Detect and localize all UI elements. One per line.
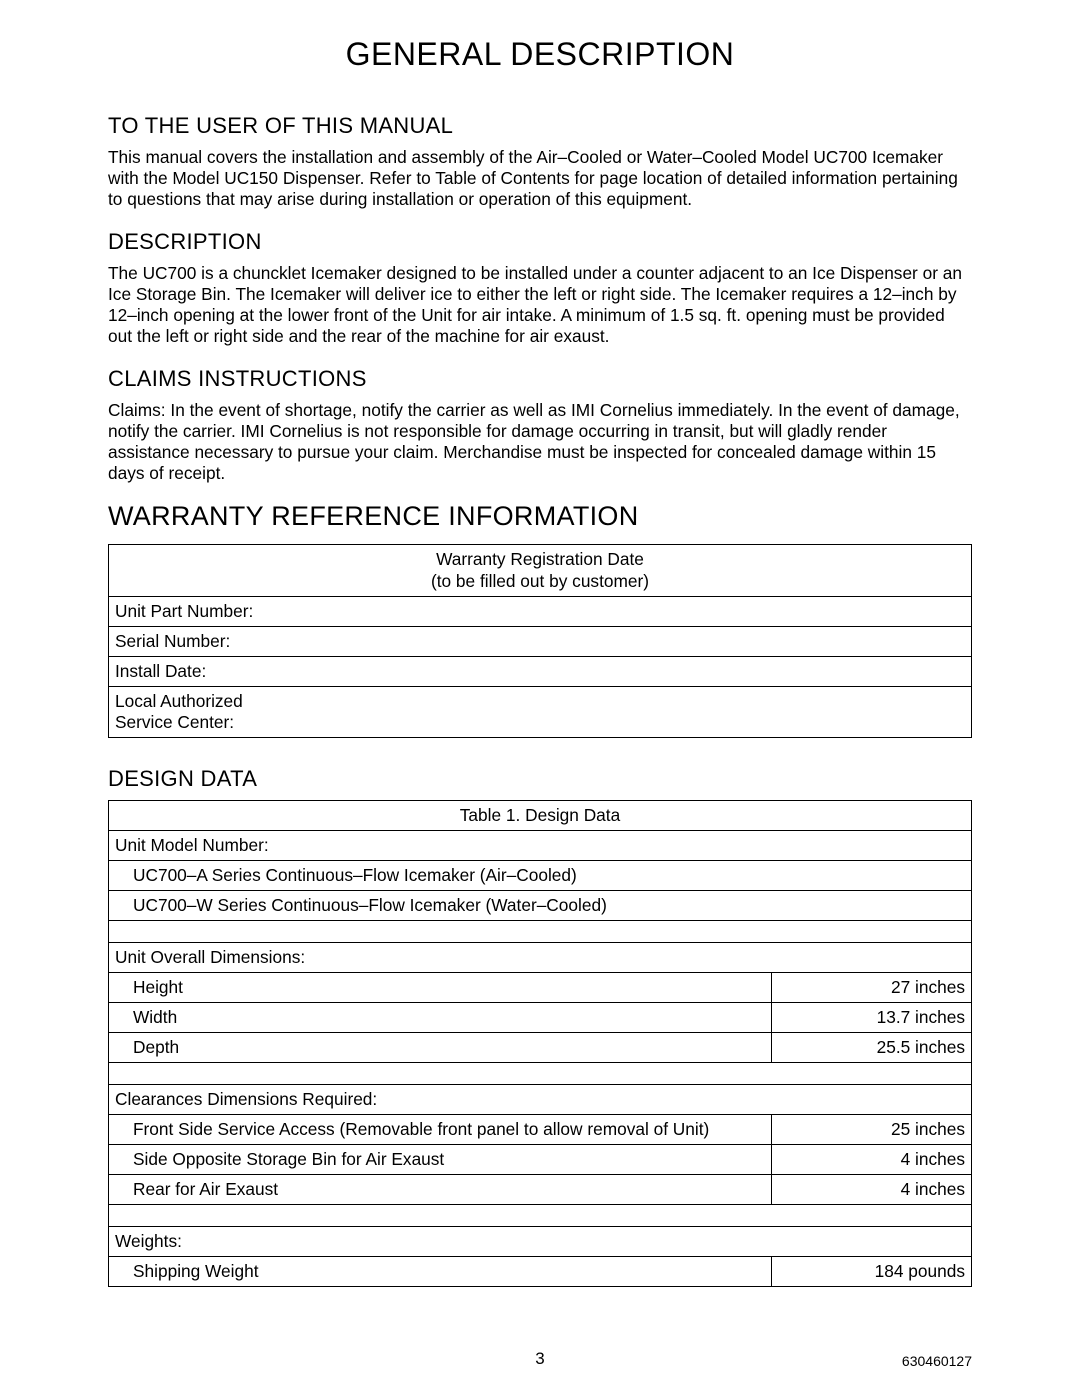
table-row: UC700–A Series Continuous–Flow Icemaker … — [109, 861, 972, 891]
warranty-row-label[interactable]: Install Date: — [109, 657, 972, 687]
table-row: UC700–W Series Continuous–Flow Icemaker … — [109, 891, 972, 921]
table-row: Install Date: — [109, 657, 972, 687]
design-row-text: Height — [109, 973, 772, 1003]
design-group-label: Clearances Dimensions Required: — [109, 1085, 972, 1115]
design-row-text: Width — [109, 1003, 772, 1033]
blank-cell — [109, 1205, 972, 1227]
warranty-row-label[interactable]: Serial Number: — [109, 627, 972, 657]
page-title: GENERAL DESCRIPTION — [108, 36, 972, 73]
blank-row — [109, 1205, 972, 1227]
warranty-header-line2: (to be filled out by customer) — [431, 571, 649, 591]
group-label-cell: Weights: — [109, 1227, 972, 1257]
design-group-label: Weights: — [109, 1227, 972, 1257]
design-row-value: 184 pounds — [772, 1257, 972, 1287]
to-user-body: This manual covers the installation and … — [108, 147, 972, 209]
table-row: Side Opposite Storage Bin for Air Exaust… — [109, 1145, 972, 1175]
table-row: Shipping Weight184 pounds — [109, 1257, 972, 1287]
design-row-value: 4 inches — [772, 1175, 972, 1205]
warranty-row-label[interactable]: Unit Part Number: — [109, 597, 972, 627]
design-group-label: Unit Model Number: — [109, 831, 972, 861]
warranty-row-text: Local AuthorizedService Center: — [115, 691, 243, 732]
design-row-value: 25 inches — [772, 1115, 972, 1145]
design-row-text: Side Opposite Storage Bin for Air Exaust — [109, 1145, 772, 1175]
design-row-text: Depth — [109, 1033, 772, 1063]
warranty-header-cell: Warranty Registration Date (to be filled… — [109, 545, 972, 597]
group-label-cell: Unit Model Number: — [109, 831, 972, 861]
group-label-cell: Unit Overall Dimensions: — [109, 943, 972, 973]
design-row-text: UC700–A Series Continuous–Flow Icemaker … — [109, 861, 972, 891]
claims-body: Claims: In the event of shortage, notify… — [108, 400, 972, 483]
document-number: 630460127 — [902, 1353, 972, 1369]
design-row-text: UC700–W Series Continuous–Flow Icemaker … — [109, 891, 972, 921]
design-row-text: Front Side Service Access (Removable fro… — [109, 1115, 772, 1145]
design-row-text: Rear for Air Exaust — [109, 1175, 772, 1205]
table-row: Unit Part Number: — [109, 597, 972, 627]
design-row-value: 4 inches — [772, 1145, 972, 1175]
design-heading: DESIGN DATA — [108, 766, 972, 792]
table-row: Rear for Air Exaust4 inches — [109, 1175, 972, 1205]
table-row: Front Side Service Access (Removable fro… — [109, 1115, 972, 1145]
table-row: Local AuthorizedService Center: — [109, 687, 972, 738]
warranty-table: Warranty Registration Date (to be filled… — [108, 544, 972, 738]
blank-row — [109, 1063, 972, 1085]
design-row-text: Shipping Weight — [109, 1257, 772, 1287]
table-row: Serial Number: — [109, 627, 972, 657]
table-row: Height27 inches — [109, 973, 972, 1003]
blank-cell — [109, 1063, 972, 1085]
design-group-label: Unit Overall Dimensions: — [109, 943, 972, 973]
warranty-header-line1: Warranty Registration Date — [436, 549, 644, 569]
page-footer: 3 630460127 — [0, 1349, 1080, 1369]
table-row: Depth25.5 inches — [109, 1033, 972, 1063]
description-body: The UC700 is a chuncklet Icemaker design… — [108, 263, 972, 346]
design-row-value: 13.7 inches — [772, 1003, 972, 1033]
to-user-heading: TO THE USER OF THIS MANUAL — [108, 113, 972, 139]
warranty-table-header: Warranty Registration Date (to be filled… — [109, 545, 972, 597]
warranty-heading: WARRANTY REFERENCE INFORMATION — [108, 501, 972, 532]
description-heading: DESCRIPTION — [108, 229, 972, 255]
table-row: Width13.7 inches — [109, 1003, 972, 1033]
design-row-value: 25.5 inches — [772, 1033, 972, 1063]
claims-heading: CLAIMS INSTRUCTIONS — [108, 366, 972, 392]
design-table-caption-row: Table 1. Design Data — [109, 801, 972, 831]
manual-page: GENERAL DESCRIPTION TO THE USER OF THIS … — [0, 0, 1080, 1397]
warranty-row-label[interactable]: Local AuthorizedService Center: — [109, 687, 972, 738]
blank-cell — [109, 921, 972, 943]
design-row-value: 27 inches — [772, 973, 972, 1003]
page-number: 3 — [108, 1349, 972, 1369]
design-table-caption: Table 1. Design Data — [109, 801, 972, 831]
group-label-cell: Clearances Dimensions Required: — [109, 1085, 972, 1115]
design-data-table: Table 1. Design Data Unit Model Number: … — [108, 800, 972, 1287]
blank-row — [109, 921, 972, 943]
